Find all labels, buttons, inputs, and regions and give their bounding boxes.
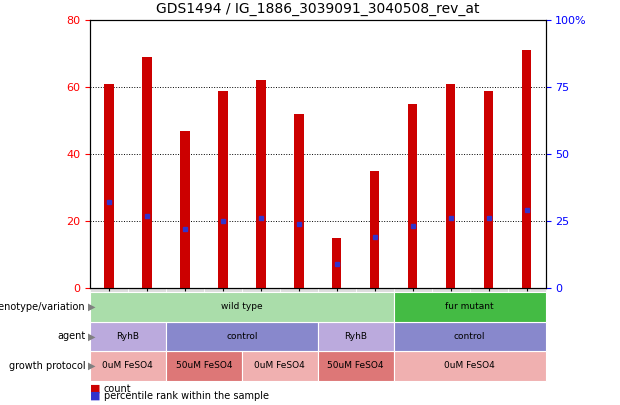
Text: growth protocol: growth protocol — [9, 361, 86, 371]
Text: 0uM FeSO4: 0uM FeSO4 — [254, 361, 305, 371]
Title: GDS1494 / IG_1886_3039091_3040508_rev_at: GDS1494 / IG_1886_3039091_3040508_rev_at — [156, 2, 479, 17]
Text: count: count — [104, 384, 131, 394]
Text: ▶: ▶ — [88, 331, 95, 341]
Text: RyhB: RyhB — [117, 332, 140, 341]
Text: 50uM FeSO4: 50uM FeSO4 — [327, 361, 384, 371]
Text: control: control — [454, 332, 485, 341]
Bar — [370, 171, 379, 288]
Bar — [522, 50, 531, 288]
Text: ▶: ▶ — [88, 361, 95, 371]
Text: 0uM FeSO4: 0uM FeSO4 — [445, 361, 495, 371]
Bar — [484, 91, 494, 288]
Bar — [256, 81, 265, 288]
Text: RyhB: RyhB — [344, 332, 367, 341]
Text: fur mutant: fur mutant — [445, 302, 494, 311]
Text: ▶: ▶ — [88, 302, 95, 312]
Text: percentile rank within the sample: percentile rank within the sample — [104, 391, 268, 401]
Text: ■: ■ — [90, 384, 100, 394]
Text: wild type: wild type — [221, 302, 263, 311]
Bar — [332, 238, 342, 288]
Bar — [180, 131, 190, 288]
Text: control: control — [226, 332, 257, 341]
Bar — [104, 84, 113, 288]
Bar — [218, 91, 228, 288]
Bar — [294, 114, 304, 288]
Bar — [142, 57, 152, 288]
Bar — [408, 104, 417, 288]
Text: genotype/variation: genotype/variation — [0, 302, 86, 312]
Text: agent: agent — [57, 331, 86, 341]
Text: ■: ■ — [90, 391, 100, 401]
Bar — [446, 84, 456, 288]
Text: 50uM FeSO4: 50uM FeSO4 — [175, 361, 232, 371]
Text: 0uM FeSO4: 0uM FeSO4 — [102, 361, 153, 371]
